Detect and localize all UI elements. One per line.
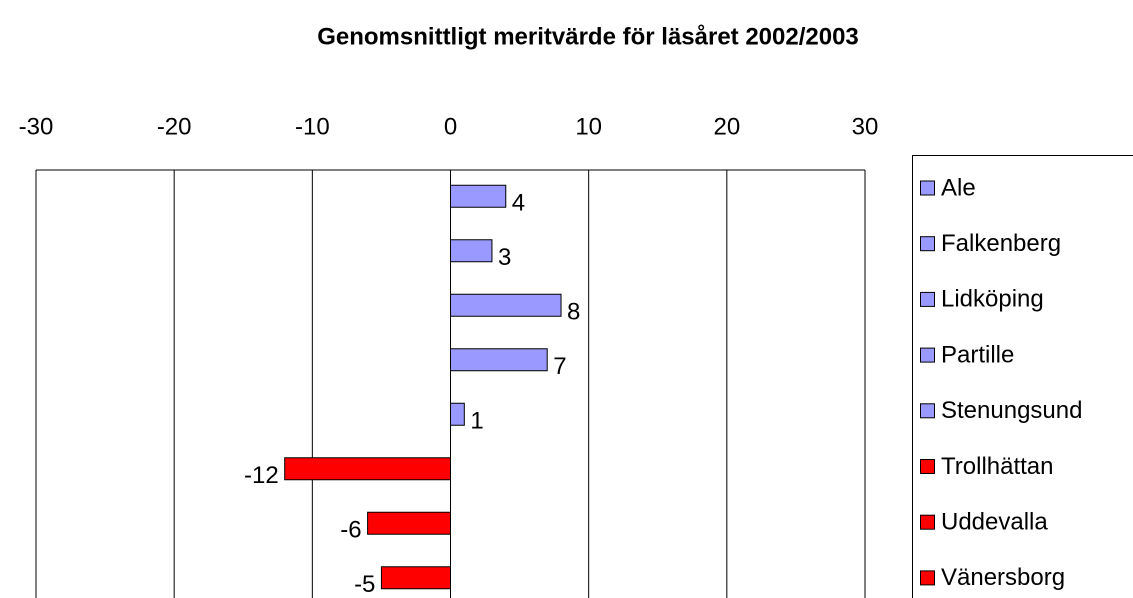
data-label: 8 [567, 299, 580, 326]
legend-swatch [920, 347, 935, 363]
data-label: -12 [244, 462, 279, 489]
x-tick-label: -20 [157, 113, 192, 140]
bar [367, 511, 452, 535]
bar [380, 566, 451, 590]
legend-swatch [920, 514, 935, 530]
data-label: 1 [470, 408, 483, 435]
data-label: 3 [498, 244, 511, 271]
legend-swatch [920, 180, 935, 196]
chart-title: Genomsnittligt meritvärde för läsåret 20… [317, 23, 859, 50]
legend-label: Partille [941, 341, 1014, 368]
legend-swatch [920, 403, 935, 419]
data-label: -6 [340, 517, 361, 544]
legend-swatch [920, 459, 935, 474]
bar [450, 239, 493, 263]
x-tick-label: -30 [19, 113, 54, 140]
data-label: 7 [553, 353, 566, 380]
bar [450, 402, 465, 426]
bar [450, 348, 548, 372]
legend-label: Uddevalla [941, 509, 1048, 536]
legend-label: Falkenberg [941, 230, 1061, 257]
legend-swatch [920, 570, 935, 586]
legend-box [912, 155, 1133, 598]
legend-label: Vänersborg [941, 564, 1065, 591]
legend-label: Lidköping [941, 286, 1044, 313]
x-tick-label: 20 [713, 113, 740, 140]
legend-label: Ale [941, 174, 976, 201]
bar [284, 457, 452, 481]
x-tick-label: 30 [852, 113, 879, 140]
x-tick-label: 10 [575, 113, 602, 140]
bar [450, 184, 507, 208]
legend-label: Trollhättan [941, 453, 1054, 480]
x-tick-label: 0 [444, 113, 457, 140]
legend-swatch [920, 291, 935, 307]
legend-label: Stenungsund [941, 397, 1082, 424]
data-label: -5 [354, 571, 375, 598]
x-tick-label: -10 [295, 113, 330, 140]
data-label: 4 [512, 190, 525, 217]
bar [450, 293, 562, 317]
legend-swatch [920, 236, 935, 252]
